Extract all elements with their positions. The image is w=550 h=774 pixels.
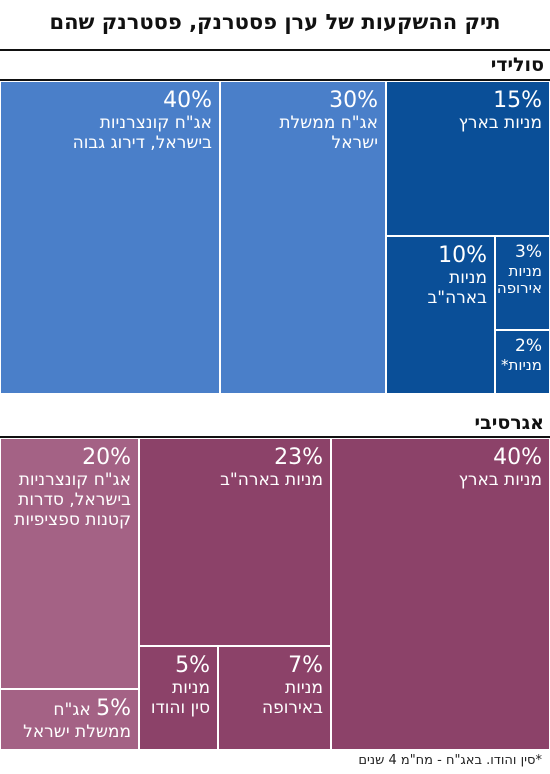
treemap-cell: 2% מניות* [496, 331, 549, 393]
treemap-cell: 5% מניות סין והודו [140, 647, 217, 749]
title-divider [0, 49, 550, 51]
cell-label: מניות בארה"ב [220, 470, 323, 491]
cell-label: אג"ח [53, 700, 97, 720]
cell-percent: 7% [288, 653, 323, 678]
solid-treemap: 40% אג"ח קונצרניות בישראל, דירוג גבוה 30% א… [0, 81, 550, 394]
treemap-cell: 23% מניות בארה"ב [140, 439, 330, 645]
cell-label: אג"ח ממשלת ישראל [279, 113, 378, 154]
cell-label: מניות באירופה [262, 678, 323, 719]
cell-percent: 5% [175, 653, 210, 678]
cell-label: ממשלת ישראל [23, 721, 131, 742]
cell-label: מניות בארץ [458, 113, 542, 134]
treemap-cell: 7% מניות באירופה [219, 647, 330, 749]
treemap-cell: 3% מניות אירופה [496, 237, 549, 329]
treemap-cell: 15% מניות בארץ [387, 82, 549, 235]
cell-percent: 5% [96, 696, 131, 721]
cell-percent: 20% [82, 445, 131, 470]
chart-title: תיק ההשקעות של ערן פסטרנק, פסטרנק שהם [49, 10, 501, 34]
treemap-cell: 20% אג"ח קונצרניות בישראל, סדרות קטנות ספ… [1, 439, 138, 688]
cell-label: מניות סין והודו [150, 678, 210, 719]
solid-section-label: סולידי [490, 54, 544, 76]
cell-label: אג"ח קונצרניות בישראל, דירוג גבוה [72, 113, 212, 154]
cell-percent: 2% [515, 336, 542, 356]
aggressive-section-label: אגרסיבי [474, 412, 544, 434]
cell-label: אג"ח קונצרניות בישראל, סדרות קטנות ספציפ… [14, 470, 131, 531]
treemap-cell: 5% אג"ח ממשלת ישראל [1, 690, 138, 749]
cell-percent: 40% [163, 88, 212, 113]
cell-percent: 40% [493, 445, 542, 470]
cell-label: מניות בארה"ב [427, 268, 487, 309]
cell-label: מניות אירופה [496, 261, 542, 298]
cell-percent: 23% [274, 445, 323, 470]
treemap-cell: 30% אג"ח ממשלת ישראל [221, 82, 385, 393]
cell-percent: 3% [515, 242, 542, 262]
footnote: *סין והודו. באג"ח - מח"מ 4 שנים [358, 753, 542, 768]
cell-percent: 15% [493, 88, 542, 113]
cell-label: מניות* [501, 355, 542, 374]
cell-label: מניות בארץ [458, 470, 542, 491]
treemap-cell: 10% מניות בארה"ב [387, 237, 494, 393]
solid-section-divider [0, 79, 550, 81]
treemap-cell: 40% מניות בארץ [332, 439, 549, 749]
cell-percent: 10% [438, 243, 487, 268]
aggressive-treemap: 40% מניות בארץ 23% מניות בארה"ב 20% אג"ח קונצ… [0, 438, 550, 750]
cell-percent: 30% [329, 88, 378, 113]
aggressive-section-divider [0, 436, 550, 438]
treemap-cell: 40% אג"ח קונצרניות בישראל, דירוג גבוה [1, 82, 219, 393]
